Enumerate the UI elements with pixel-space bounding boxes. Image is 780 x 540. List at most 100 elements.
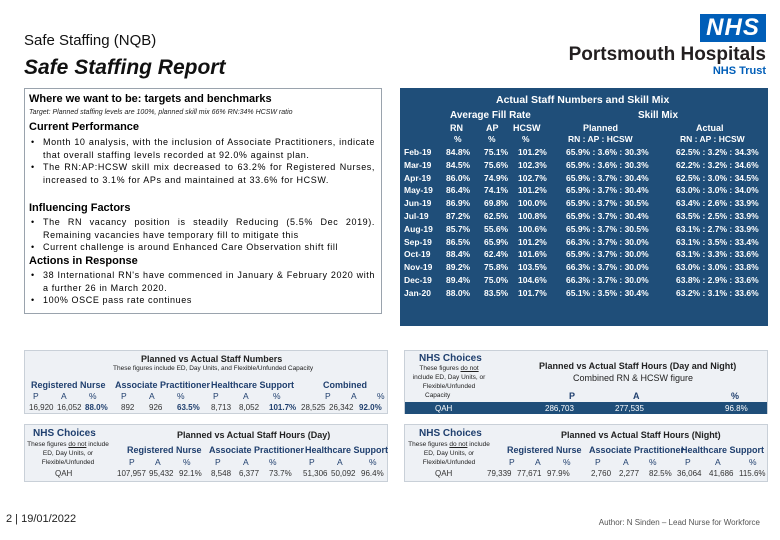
table-cell: 63.1% : 3.5% : 33.4% [676, 236, 759, 247]
value-cell: 26,342 [329, 403, 354, 412]
column-header: P [215, 457, 221, 467]
value-cell: 50,092 [331, 469, 356, 478]
value-cell: 63.5% [177, 403, 200, 412]
column-header: % [377, 391, 385, 401]
subcol-ap: % [488, 134, 496, 144]
table-cell: 65.9% : 3.6% : 30.3% [566, 147, 649, 157]
table-cell: 102.7% [518, 172, 547, 183]
page-title: Safe Staffing Report [24, 56, 226, 79]
staff-numbers-title: Planned vs Actual Staff Numbers [141, 354, 283, 364]
table-body: Feb-19 84.8% 75.1% 101.2% 65.9% : 3.6% : 30.… [400, 146, 768, 300]
table-row: Jul-19 87.2% 62.5% 100.8% 65.9% : 3.7% : 30.… [400, 210, 768, 223]
day-hours-panel: NHS Choices These figures do not include… [24, 424, 388, 482]
table-cell: 102.3% [518, 159, 547, 170]
exclusion-note: These figures do not include ED, Day Uni… [27, 441, 109, 466]
targets-heading: Where we want to be: targets and benchma… [29, 93, 272, 105]
row-month: Mar-19 [404, 159, 432, 170]
bullet-icon: • [31, 217, 35, 227]
table-row: Nov-19 89.2% 75.8% 103.5% 66.3% : 3.7% : 30.… [400, 261, 768, 274]
capacity-label: Capacity [425, 392, 451, 399]
value-planned: 286,703 [545, 404, 574, 413]
table-cell: 101.7% [518, 287, 547, 298]
table-cell: 65.9% : 3.7% : 30.0% [566, 249, 649, 260]
column-header: A [61, 391, 67, 401]
table-cell: 101.2% [518, 236, 547, 247]
column-header: A [535, 457, 541, 467]
table-cell: 104.6% [518, 274, 547, 285]
table-cell: 55.6% [484, 223, 509, 234]
column-header: % [749, 457, 757, 467]
table-cell: 65.9% : 3.7% : 30.5% [566, 198, 649, 209]
row-month: Feb-19 [404, 147, 432, 157]
row-label-qah: QAH [435, 469, 453, 478]
group-associate-practitioner: Associate Practitioner [115, 380, 211, 390]
table-cell: 84.5% [446, 159, 471, 170]
column-header: A [351, 391, 357, 401]
value-cell: 926 [149, 403, 163, 412]
row-label-qah: QAH [55, 469, 73, 478]
group-healthcare-support: Healthcare Support [305, 445, 389, 455]
table-cell: 101.2% [518, 185, 547, 196]
col-header-ap: AP [486, 123, 499, 133]
nhs-choices-label: NHS Choices [419, 353, 482, 364]
value-cell: 97.9% [547, 469, 570, 478]
day-night-hours-panel: NHS Choices These figures do not include… [404, 350, 768, 414]
table-row: Oct-19 88.4% 62.4% 101.6% 65.9% : 3.7% : 30.… [400, 248, 768, 261]
value-cell: 16,920 [29, 403, 54, 412]
value-cell: 2,760 [591, 469, 612, 478]
value-cell: 6,377 [239, 469, 260, 478]
col-header-actual: Actual [696, 123, 724, 133]
column-header: % [177, 391, 185, 401]
row-month: Sep-19 [404, 236, 432, 247]
column-header: A [337, 457, 343, 467]
col-header-planned: Planned [583, 123, 619, 133]
author-credit: Author: N Sinden – Lead Nurse for Workfo… [598, 518, 760, 527]
staff-numbers-subtitle: These figures include ED, Day Units, and… [113, 365, 314, 372]
group-healthcare-support: Healthcare Support [211, 380, 295, 390]
table-cell: 62.5% : 3.2% : 34.3% [676, 147, 759, 157]
section-title: Safe Staffing (NQB) [24, 32, 157, 49]
col-percent: % [731, 391, 740, 401]
skill-mix-table: Actual Staff Numbers and Skill Mix Avera… [400, 88, 768, 326]
column-header: P [595, 457, 601, 467]
summary-panel: Where we want to be: targets and benchma… [24, 88, 382, 314]
trust-name: Portsmouth Hospitals [568, 44, 766, 65]
column-header: P [121, 391, 127, 401]
value-cell: 8,713 [211, 403, 232, 412]
subcol-rn: % [454, 134, 462, 144]
group-associate-practitioner: Associate Practitioner [589, 445, 685, 455]
column-header: A [243, 457, 249, 467]
value-cell: 115.6% [739, 469, 766, 478]
value-cell: 41,686 [709, 469, 734, 478]
influencing-heading: Influencing Factors [29, 202, 131, 214]
table-cell: 65.1% : 3.5% : 30.4% [566, 287, 649, 298]
value-percent: 96.8% [725, 404, 748, 413]
table-cell: 65.9% : 3.7% : 30.4% [566, 172, 649, 183]
column-header: A [155, 457, 161, 467]
row-month: Oct-19 [404, 249, 431, 260]
column-header: % [273, 391, 281, 401]
value-cell: 8,052 [239, 403, 260, 412]
table-row: Feb-19 84.8% 75.1% 101.2% 65.9% : 3.6% : 30.… [400, 146, 768, 159]
nhs-choices-label: NHS Choices [419, 428, 482, 439]
table-cell: 65.9% : 3.7% : 30.5% [566, 223, 649, 234]
column-header: % [269, 457, 277, 467]
bullet-icon: • [31, 270, 35, 280]
row-label-qah: QAH [435, 404, 453, 413]
table-row: Aug-19 85.7% 55.6% 100.6% 65.9% : 3.7% : 30.… [400, 223, 768, 236]
column-header: % [183, 457, 191, 467]
value-cell: 107,957 [117, 469, 146, 478]
group-associate-practitioner: Associate Practitioner [209, 445, 305, 455]
subcol-hcsw: % [522, 134, 530, 144]
table-cell: 89.2% [446, 262, 471, 273]
value-cell: 92.0% [359, 403, 382, 412]
qah-row: QAH 286,703 277,535 96.8% [405, 402, 767, 414]
table-cell: 86.0% [446, 172, 471, 183]
table-cell: 74.9% [484, 172, 509, 183]
table-row: Apr-19 86.0% 74.9% 102.7% 65.9% : 3.7% : 30.… [400, 172, 768, 185]
value-cell: 51,306 [303, 469, 328, 478]
table-cell: 101.6% [518, 249, 547, 260]
row-month: Jun-19 [404, 198, 432, 209]
targets-text: Target: Planned staffing levels are 100%… [29, 109, 293, 116]
value-cell: 101.7% [269, 403, 297, 412]
